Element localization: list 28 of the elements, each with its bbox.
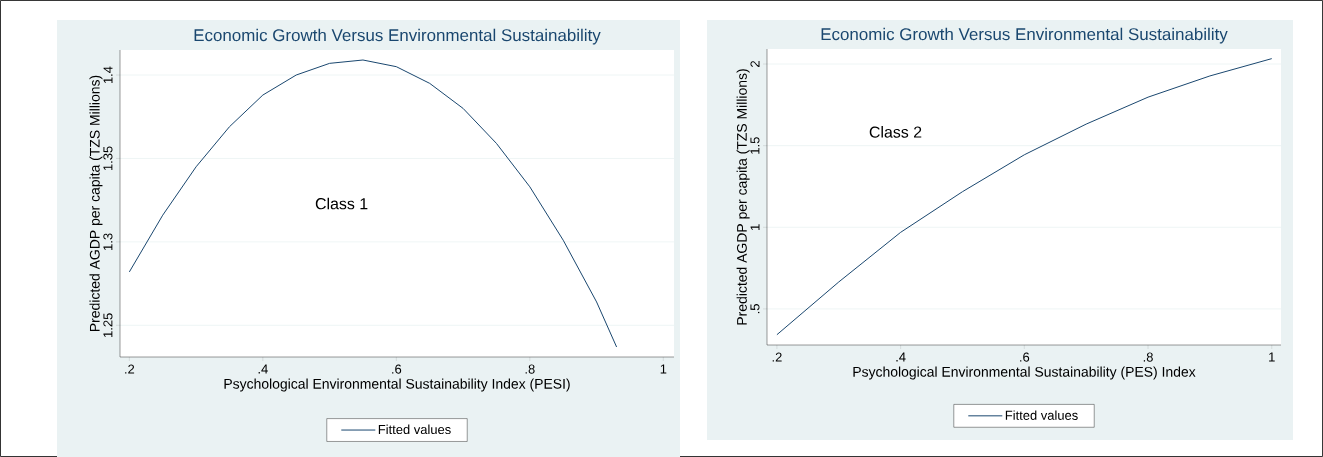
x-tick-label: .4 — [896, 352, 906, 362]
x-tick-label: .6 — [1020, 352, 1030, 362]
legend-label: Fitted values — [378, 424, 451, 435]
y-tick-label: 1.3 — [103, 233, 113, 250]
x-tick-label: .2 — [772, 352, 782, 362]
y-tick-label: 1.4 — [103, 66, 113, 84]
y-tick-label: 2 — [750, 61, 760, 67]
y-tick-label: .5 — [750, 304, 760, 314]
x-axis-title: Psychological Environmental Sustainability (PES) Index — [853, 366, 1196, 380]
annotation: Class 2 — [869, 126, 922, 138]
y-tick-label: 1 — [750, 224, 760, 230]
legend-label: Fitted values — [1005, 410, 1078, 420]
x-tick-label: .6 — [392, 364, 402, 374]
x-tick-label: .8 — [1143, 352, 1153, 362]
y-axis-title: Predicted AGDP per capita (TZS Millions) — [89, 75, 103, 332]
y-tick-label: 1.25 — [103, 313, 113, 337]
x-tick-label: 1 — [660, 364, 667, 374]
x-tick-label: .2 — [125, 364, 135, 374]
chart-title: Economic Growth Versus Environmental Sustainability — [194, 28, 601, 45]
x-tick-label: .4 — [258, 364, 268, 374]
y-axis-title: Predicted AGDP per capita (TZS Millions) — [736, 69, 750, 325]
y-tick-label: 1.5 — [750, 137, 760, 154]
chart-title: Economic Growth Versus Environmental Sustainability — [821, 27, 1228, 44]
x-axis-title: Psychological Environmental Sustainability Index (PESI) — [224, 378, 570, 392]
y-tick-label: 1.35 — [103, 146, 113, 171]
annotation: Class 1 — [315, 197, 368, 210]
x-tick-label: .8 — [525, 364, 535, 374]
x-tick-label: 1 — [1269, 352, 1275, 362]
